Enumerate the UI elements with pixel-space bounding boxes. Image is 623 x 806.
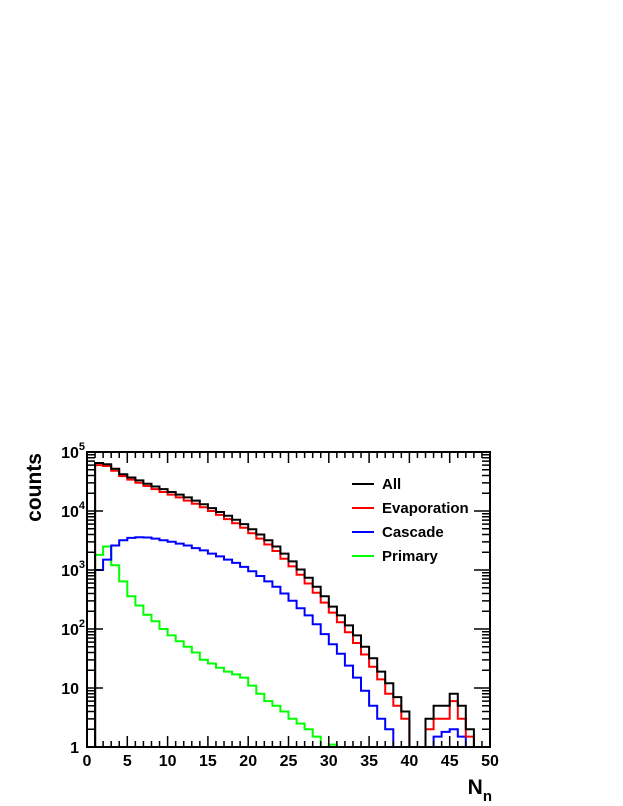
y-tick-label: 1 [70, 740, 79, 757]
y-tick-label: 105 [61, 441, 85, 462]
x-tick-labels: 0 5 10 15 20 25 30 35 40 45 50 [83, 753, 499, 770]
legend-item-label: Primary [382, 548, 439, 565]
x-tick-label: 20 [239, 753, 257, 770]
y-tick-label: 10 [61, 681, 79, 698]
x-axis-title: Nn [468, 776, 492, 805]
y-tick-label: 104 [61, 500, 86, 521]
legend-item-label: Evaporation [382, 500, 469, 517]
x-tick-label: 35 [360, 753, 378, 770]
x-tick-label: 40 [401, 753, 419, 770]
x-tick-label: 45 [441, 753, 459, 770]
legend-item-label: All [382, 476, 401, 493]
x-tick-label: 25 [280, 753, 298, 770]
y-tick-label: 102 [61, 618, 85, 639]
axis-ticks [86, 451, 491, 748]
legend: All Evaporation Cascade Primary [352, 476, 469, 565]
legend-item-label: Cascade [382, 524, 444, 541]
y-tick-labels: 1 10 102 103 104 105 [61, 441, 86, 757]
x-tick-label: 30 [320, 753, 338, 770]
x-tick-label: 15 [199, 753, 217, 770]
series-primary-line [87, 545, 490, 748]
x-tick-label: 5 [123, 753, 132, 770]
y-tick-label: 103 [61, 559, 85, 580]
x-tick-label: 0 [83, 753, 92, 770]
y-axis-title: counts [23, 453, 46, 522]
x-tick-label: 50 [481, 753, 499, 770]
x-tick-label: 10 [159, 753, 177, 770]
